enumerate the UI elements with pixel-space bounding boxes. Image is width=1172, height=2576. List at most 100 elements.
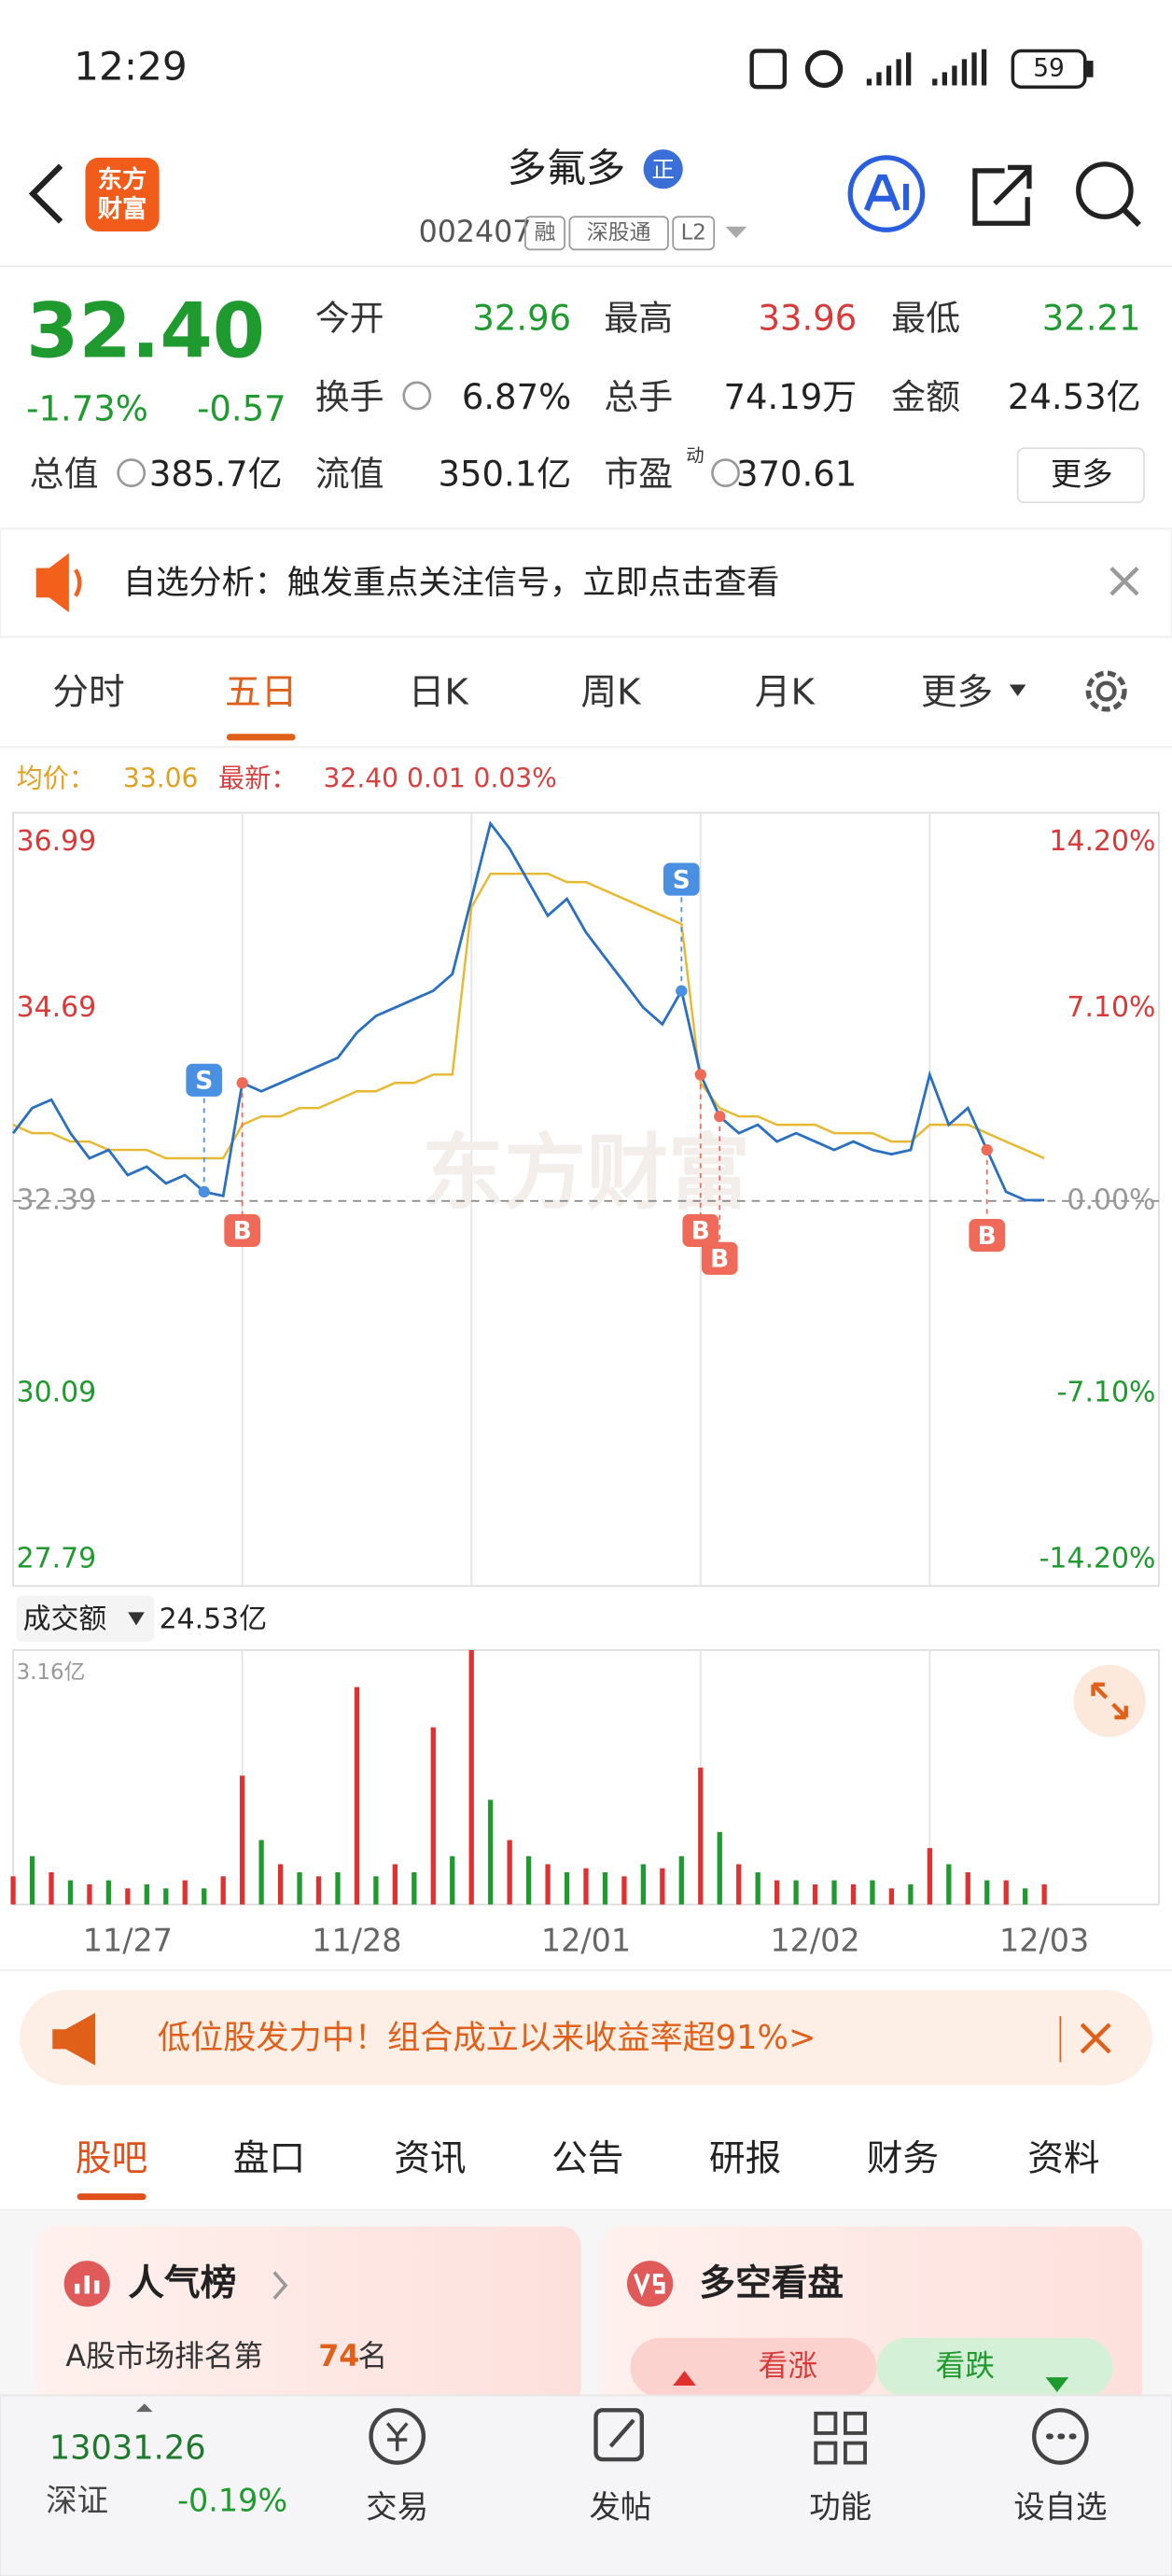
dropdown-icon[interactable] (725, 226, 747, 239)
volume-bar (1003, 1880, 1009, 1905)
y-tick-label: 32.39 (17, 1183, 97, 1216)
quote-fields: 今开 32.96 最高 33.96 最低 32.21 换手 6.87% 总手 74.19万 金额 24… (30, 299, 1141, 495)
volume-bar (354, 1687, 360, 1905)
stock-code: 002407 (419, 216, 532, 249)
signal-marker (663, 862, 700, 896)
nav-label[interactable]: 设自选 (1013, 2488, 1107, 2525)
y-tick-label: 34.69 (17, 991, 97, 1024)
tag-text: L2 (681, 220, 706, 245)
notice-bar[interactable] (0, 527, 1172, 638)
index-value[interactable]: 13031.26 (49, 2429, 206, 2468)
volume-bar (10, 1876, 16, 1905)
field-sup: 动 (686, 445, 704, 467)
tab[interactable]: 分时 (52, 672, 124, 714)
nav-label[interactable]: 功能 (809, 2488, 872, 2525)
volume-bar (831, 1880, 837, 1905)
content-tab[interactable]: 财务 (867, 2137, 939, 2179)
clock: 12:29 (74, 43, 188, 89)
watermark: 东方财富 (422, 1125, 750, 1221)
x-tick-label: 11/28 (312, 1922, 401, 1958)
volume-bar (220, 1876, 226, 1905)
tab[interactable]: 五日 (225, 672, 297, 714)
settings-button[interactable] (1085, 670, 1127, 712)
battery-level: 59 (1033, 54, 1065, 82)
content-tab[interactable]: 盘口 (233, 2137, 305, 2179)
dropdown-icon (128, 1612, 145, 1626)
volume-bar (258, 1840, 264, 1905)
search-button[interactable] (1076, 161, 1134, 219)
volume-total: 24.53亿 (160, 1603, 267, 1636)
volume-bar (698, 1767, 704, 1905)
megaphone-icon (52, 2012, 96, 2065)
bull-text: 看涨 (759, 2350, 817, 2384)
volume-bar (412, 1872, 417, 1905)
signal-marker (969, 1218, 1006, 1253)
search-handle (1122, 207, 1141, 228)
rank-text: 名 (357, 2340, 387, 2373)
volume-bar (850, 1883, 857, 1905)
promo-text: 低位股发力中！组合成立以来收益率超91%> (158, 2019, 816, 2057)
field-value: 32.96 (472, 299, 571, 339)
field-label: 总手 (604, 377, 673, 417)
bull-button[interactable] (630, 2337, 877, 2398)
info-icon[interactable] (711, 458, 740, 488)
volume-bar (430, 1727, 436, 1905)
info-icon[interactable] (402, 381, 432, 411)
back-button[interactable] (28, 163, 63, 224)
volume-selector[interactable] (16, 1595, 155, 1643)
logo-text: 财富 (98, 195, 147, 224)
tab[interactable]: 周K (580, 672, 642, 714)
tag-text: 深股通 (587, 220, 651, 245)
nav-label[interactable]: 交易 (366, 2488, 428, 2525)
content-tab[interactable]: 资讯 (394, 2137, 466, 2179)
close-button[interactable] (1109, 567, 1139, 596)
volume-bar (29, 1855, 35, 1905)
tag-text: 融 (535, 220, 556, 245)
promo-banner[interactable] (20, 1990, 1152, 2086)
volume-bar (602, 1872, 608, 1905)
nav-label[interactable]: 发帖 (590, 2488, 652, 2525)
signal-point (714, 1111, 726, 1123)
tab[interactable]: 更多 (921, 672, 993, 714)
y-tick-label: 3.16亿 (17, 1660, 86, 1685)
signal-label: S (673, 866, 691, 894)
field-label: 最低 (891, 299, 960, 339)
y2-tick-label: -14.20% (1039, 1543, 1156, 1575)
rank-value: 74 (318, 2340, 359, 2373)
volume-bar (660, 1868, 665, 1905)
more-button[interactable] (1016, 447, 1145, 504)
content-tab[interactable]: 研报 (709, 2137, 781, 2179)
up-arrow (673, 2371, 696, 2386)
nfc-icon (749, 49, 788, 90)
volume-bar (812, 1883, 818, 1905)
promo-close[interactable] (1080, 2023, 1111, 2054)
change-percent: -1.73% (26, 388, 148, 428)
volume-bar (564, 1872, 570, 1905)
share-button[interactable] (972, 164, 1032, 226)
tab[interactable]: 日K (409, 672, 470, 714)
y2-tick-label: 7.10% (1067, 991, 1155, 1024)
volume-bar (908, 1883, 914, 1905)
content-tab[interactable]: 股吧 (76, 2137, 147, 2179)
down-arrow (1045, 2377, 1069, 2392)
expand-glyph (1091, 1682, 1128, 1720)
volume-bar (488, 1799, 494, 1905)
tab[interactable]: 月K (755, 672, 816, 714)
chevron (272, 2271, 288, 2300)
ai-button[interactable] (847, 155, 926, 232)
signal-marker (224, 1213, 260, 1248)
logo[interactable] (85, 157, 160, 232)
content-tab[interactable]: 资料 (1027, 2137, 1099, 2179)
popularity-card[interactable] (35, 2226, 581, 2407)
field-value: 6.87% (462, 377, 571, 417)
expand-button[interactable] (1073, 1664, 1146, 1738)
bear-text: 看跌 (936, 2350, 995, 2384)
content-tab[interactable]: 公告 (551, 2137, 623, 2179)
index-change: -0.19% (177, 2482, 287, 2518)
field-label: 今开 (315, 299, 384, 339)
post-glyph (608, 2418, 635, 2448)
info-icon[interactable] (117, 458, 146, 488)
change: -0.57 (197, 388, 286, 428)
index-arrow (136, 2403, 153, 2413)
